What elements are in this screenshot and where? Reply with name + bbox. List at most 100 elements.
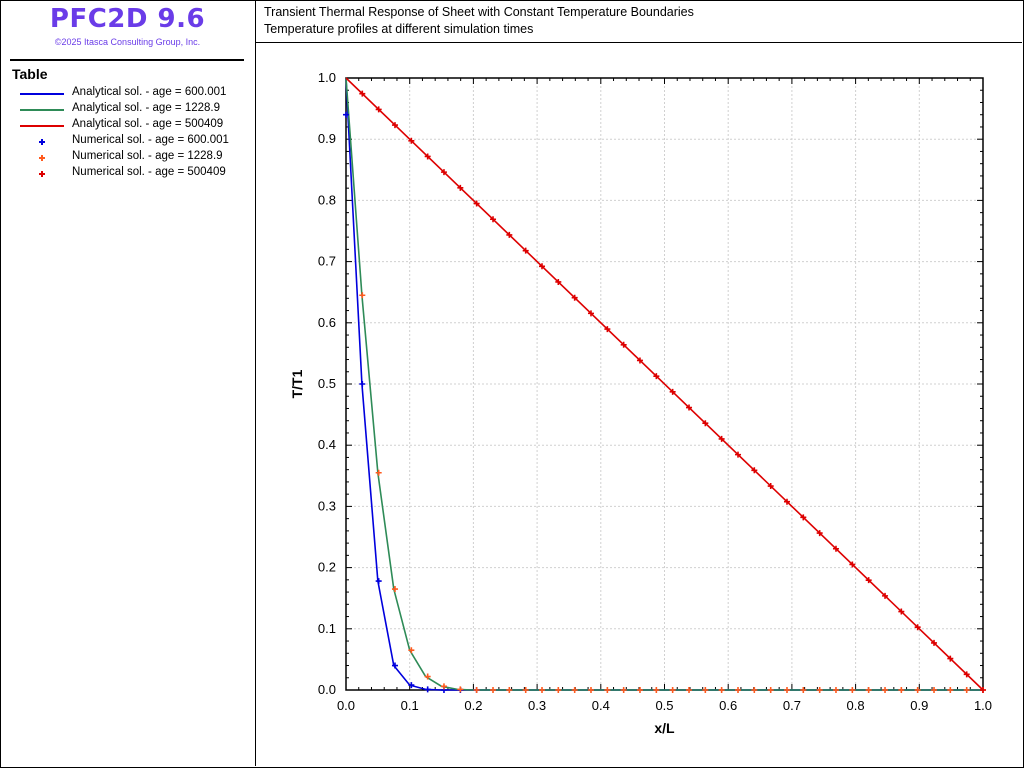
data-point (783, 498, 790, 505)
data-point (555, 278, 562, 285)
data-point (898, 608, 905, 615)
data-point (669, 687, 676, 693)
data-point (539, 263, 546, 270)
y-tick-label: 0.0 (318, 682, 336, 697)
data-point (457, 686, 464, 693)
data-point (343, 111, 349, 118)
data-point (359, 90, 366, 97)
series-line (345, 77, 983, 691)
data-point (522, 247, 529, 254)
brand: PFC2D 9.6 ©2025 Itasca Consulting Group,… (0, 4, 255, 47)
data-point (947, 655, 954, 662)
data-point (980, 687, 986, 693)
legend-swatch-line (20, 93, 64, 95)
data-point (359, 381, 366, 387)
y-axis-label: T/T1 (289, 369, 305, 398)
y-tick-label: 0.7 (318, 254, 336, 269)
data-point (522, 687, 529, 693)
x-tick-label: 0.4 (592, 698, 610, 713)
data-point (539, 687, 546, 693)
x-tick-label: 0.1 (401, 698, 419, 713)
data-point (440, 169, 447, 176)
legend-label: Numerical sol. - age = 500409 (72, 166, 226, 178)
x-tick-label: 0.7 (783, 698, 801, 713)
data-point (931, 639, 938, 646)
data-point (490, 687, 497, 693)
data-point (473, 687, 480, 693)
data-point (718, 687, 725, 693)
data-point (669, 388, 676, 395)
app-title: PFC2D 9.6 (49, 4, 206, 34)
data-point (849, 687, 856, 693)
data-point (767, 483, 774, 490)
legend-label: Numerical sol. - age = 1228.9 (72, 150, 223, 162)
data-point (571, 687, 578, 693)
legend-label: Analytical sol. - age = 500409 (72, 118, 224, 130)
data-point (702, 687, 709, 693)
data-point (947, 687, 954, 693)
data-point (653, 687, 660, 693)
x-axis-label: x/L (654, 720, 675, 736)
copyright: ©2025 Itasca Consulting Group, Inc. (54, 37, 201, 47)
legend-label: Analytical sol. - age = 1228.9 (72, 102, 220, 114)
legend-swatch-line (20, 109, 64, 111)
data-point (636, 357, 643, 364)
data-point (702, 420, 709, 427)
data-point (865, 577, 872, 584)
x-tick-label: 1.0 (974, 698, 992, 713)
data-point (686, 404, 693, 411)
data-point (473, 200, 480, 207)
data-point (783, 687, 790, 693)
data-point (963, 671, 970, 678)
data-point (735, 451, 742, 458)
data-point (865, 687, 872, 693)
x-tick-label: 0.9 (910, 698, 928, 713)
y-tick-label: 0.4 (318, 437, 336, 452)
data-point (735, 687, 742, 693)
y-tick-label: 0.3 (318, 498, 336, 513)
y-tick-label: 0.9 (318, 131, 336, 146)
x-tick-label: 0.6 (719, 698, 737, 713)
x-tick-label: 0.8 (847, 698, 865, 713)
data-point (391, 662, 398, 669)
data-point (391, 586, 398, 593)
x-tick-label: 0.3 (528, 698, 546, 713)
data-point (653, 373, 660, 380)
data-point (686, 687, 693, 693)
data-point (914, 687, 921, 693)
data-point (490, 216, 497, 223)
data-point (555, 687, 562, 693)
data-point (375, 106, 382, 113)
data-point (424, 686, 431, 693)
data-point (440, 683, 447, 690)
data-point (506, 687, 513, 693)
data-point (898, 687, 905, 693)
data-point (767, 687, 774, 693)
data-point (718, 435, 725, 442)
data-point (816, 687, 823, 693)
y-tick-label: 0.6 (318, 315, 336, 330)
plot-subtitle: Temperature profiles at different simula… (264, 22, 534, 36)
data-point (931, 687, 938, 693)
data-point (832, 687, 839, 693)
x-tick-label: 0.2 (464, 698, 482, 713)
data-point (800, 514, 807, 521)
data-point (391, 122, 398, 129)
data-point (506, 231, 513, 238)
data-point (751, 687, 758, 693)
x-tick-label: 0.0 (337, 698, 355, 713)
data-point (636, 687, 643, 693)
data-point (408, 137, 415, 144)
data-point (408, 682, 415, 689)
y-tick-label: 0.2 (318, 560, 336, 575)
legend-label: Numerical sol. - age = 600.001 (72, 134, 229, 146)
data-point (375, 469, 382, 476)
data-point (424, 673, 431, 680)
data-point (800, 687, 807, 693)
right-panel: Transient Thermal Response of Sheet with… (256, 0, 1022, 766)
legend-swatch-marker (39, 155, 45, 161)
y-tick-label: 0.1 (318, 621, 336, 636)
data-point (963, 687, 970, 693)
data-point (587, 687, 594, 693)
data-point (587, 310, 594, 317)
